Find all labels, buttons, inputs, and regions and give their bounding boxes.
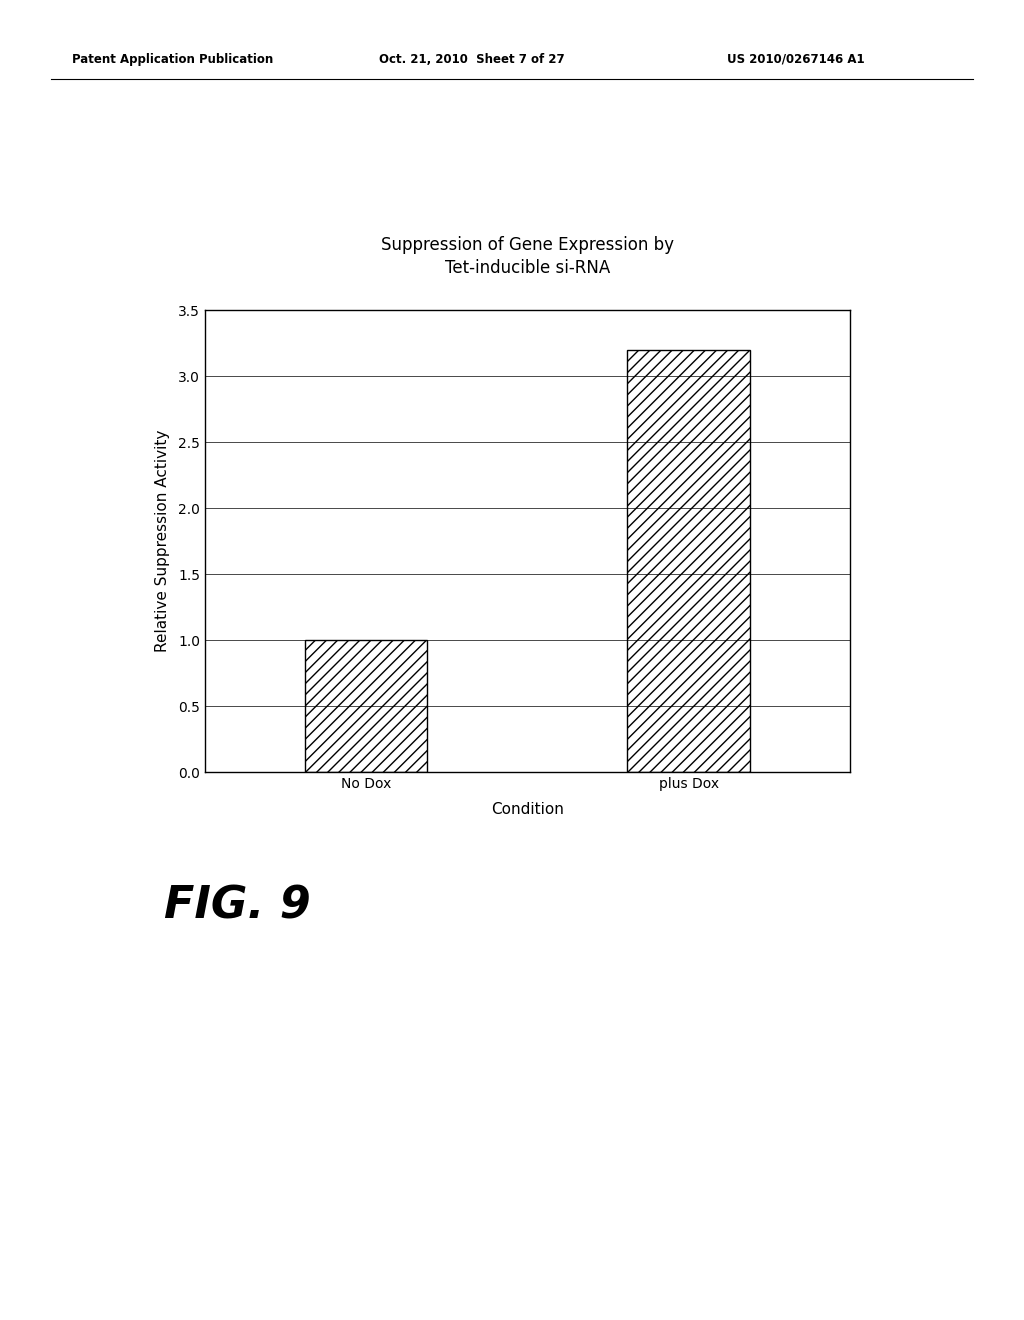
Text: FIG. 9: FIG. 9	[164, 884, 310, 928]
Text: Suppression of Gene Expression by
Tet-inducible si-RNA: Suppression of Gene Expression by Tet-in…	[381, 235, 674, 277]
Text: US 2010/0267146 A1: US 2010/0267146 A1	[727, 53, 864, 66]
Y-axis label: Relative Suppression Activity: Relative Suppression Activity	[155, 430, 170, 652]
Text: Patent Application Publication: Patent Application Publication	[72, 53, 273, 66]
Bar	[628, 350, 750, 772]
Bar	[305, 640, 427, 772]
X-axis label: Condition: Condition	[490, 803, 564, 817]
Text: Oct. 21, 2010  Sheet 7 of 27: Oct. 21, 2010 Sheet 7 of 27	[379, 53, 564, 66]
